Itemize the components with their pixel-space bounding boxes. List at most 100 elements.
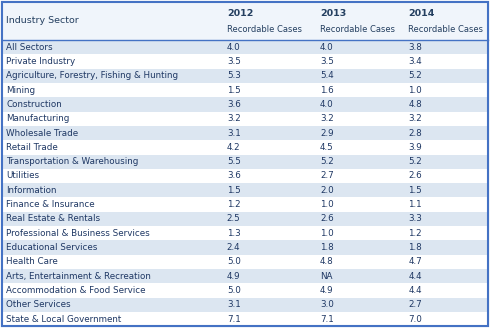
Text: Retail Trade: Retail Trade <box>6 143 58 152</box>
Bar <box>2 2 488 40</box>
Text: Agriculture, Forestry, Fishing & Hunting: Agriculture, Forestry, Fishing & Hunting <box>6 71 178 80</box>
Text: 2014: 2014 <box>408 10 435 18</box>
Text: Transportation & Warehousing: Transportation & Warehousing <box>6 157 139 166</box>
Text: Recordable Cases: Recordable Cases <box>227 25 302 34</box>
Bar <box>2 197 488 212</box>
Text: 2.7: 2.7 <box>408 300 422 309</box>
Text: 4.2: 4.2 <box>227 143 241 152</box>
Bar <box>2 298 488 312</box>
Text: 4.9: 4.9 <box>227 272 241 281</box>
Text: 2013: 2013 <box>320 10 346 18</box>
Text: 1.3: 1.3 <box>227 229 241 238</box>
Bar <box>2 54 488 69</box>
Bar <box>2 240 488 255</box>
Bar <box>2 312 488 326</box>
Text: 1.8: 1.8 <box>408 243 422 252</box>
Text: 2.6: 2.6 <box>320 215 334 223</box>
Bar <box>2 83 488 97</box>
Text: Professional & Business Services: Professional & Business Services <box>6 229 150 238</box>
Bar <box>2 283 488 298</box>
Text: 4.5: 4.5 <box>320 143 334 152</box>
Text: 4.9: 4.9 <box>320 286 334 295</box>
Text: Manufacturing: Manufacturing <box>6 114 70 123</box>
Text: 1.1: 1.1 <box>408 200 422 209</box>
Text: Real Estate & Rentals: Real Estate & Rentals <box>6 215 100 223</box>
Text: Wholesale Trade: Wholesale Trade <box>6 129 78 137</box>
Text: 1.5: 1.5 <box>408 186 422 195</box>
Text: 1.5: 1.5 <box>227 186 241 195</box>
Text: 7.1: 7.1 <box>227 315 241 324</box>
Text: Other Services: Other Services <box>6 300 71 309</box>
Text: 4.8: 4.8 <box>320 257 334 266</box>
Bar <box>2 69 488 83</box>
Text: 3.8: 3.8 <box>408 43 422 51</box>
Text: 1.6: 1.6 <box>320 86 334 94</box>
Text: Mining: Mining <box>6 86 35 94</box>
Bar <box>2 255 488 269</box>
Text: Accommodation & Food Service: Accommodation & Food Service <box>6 286 146 295</box>
Bar <box>2 269 488 283</box>
Text: 7.0: 7.0 <box>408 315 422 324</box>
Text: 2.5: 2.5 <box>227 215 241 223</box>
Text: Utilities: Utilities <box>6 172 40 180</box>
Text: 3.0: 3.0 <box>320 300 334 309</box>
Text: 4.0: 4.0 <box>320 100 334 109</box>
Text: 5.0: 5.0 <box>227 257 241 266</box>
Bar <box>2 126 488 140</box>
Text: 3.5: 3.5 <box>227 57 241 66</box>
Text: 3.1: 3.1 <box>227 129 241 137</box>
Text: Recordable Cases: Recordable Cases <box>320 25 395 34</box>
Text: 4.4: 4.4 <box>408 272 422 281</box>
Text: 3.3: 3.3 <box>408 215 422 223</box>
Text: 1.8: 1.8 <box>320 243 334 252</box>
Text: 3.6: 3.6 <box>227 100 241 109</box>
Text: 5.5: 5.5 <box>227 157 241 166</box>
Bar <box>2 169 488 183</box>
Text: 2012: 2012 <box>227 10 253 18</box>
Text: Construction: Construction <box>6 100 62 109</box>
Text: 5.0: 5.0 <box>227 286 241 295</box>
Text: 4.4: 4.4 <box>408 286 422 295</box>
Text: State & Local Government: State & Local Government <box>6 315 122 324</box>
Text: 3.1: 3.1 <box>227 300 241 309</box>
Text: 3.2: 3.2 <box>320 114 334 123</box>
Text: 4.8: 4.8 <box>408 100 422 109</box>
Text: 2.0: 2.0 <box>320 186 334 195</box>
Text: 3.9: 3.9 <box>408 143 422 152</box>
Bar <box>2 183 488 197</box>
Text: NA: NA <box>320 272 333 281</box>
Text: Recordable Cases: Recordable Cases <box>408 25 483 34</box>
Text: 1.0: 1.0 <box>320 200 334 209</box>
Text: 2.9: 2.9 <box>320 129 334 137</box>
Bar <box>2 97 488 112</box>
Text: 5.4: 5.4 <box>320 71 334 80</box>
Text: 3.4: 3.4 <box>408 57 422 66</box>
Text: 1.2: 1.2 <box>227 200 241 209</box>
Text: 2.8: 2.8 <box>408 129 422 137</box>
Text: 4.0: 4.0 <box>227 43 241 51</box>
Text: Health Care: Health Care <box>6 257 58 266</box>
Text: Arts, Entertainment & Recreation: Arts, Entertainment & Recreation <box>6 272 151 281</box>
Text: 7.1: 7.1 <box>320 315 334 324</box>
Text: Finance & Insurance: Finance & Insurance <box>6 200 95 209</box>
Text: 5.3: 5.3 <box>227 71 241 80</box>
Text: 2.6: 2.6 <box>408 172 422 180</box>
Text: 5.2: 5.2 <box>320 157 334 166</box>
Bar <box>2 212 488 226</box>
Bar <box>2 140 488 154</box>
Text: 3.5: 3.5 <box>320 57 334 66</box>
Text: 4.7: 4.7 <box>408 257 422 266</box>
Bar <box>2 112 488 126</box>
Text: 3.2: 3.2 <box>227 114 241 123</box>
Text: 1.5: 1.5 <box>227 86 241 94</box>
Text: Industry Sector: Industry Sector <box>6 16 79 25</box>
Bar <box>2 154 488 169</box>
Text: 1.0: 1.0 <box>320 229 334 238</box>
Text: 5.2: 5.2 <box>408 71 422 80</box>
Text: Private Industry: Private Industry <box>6 57 75 66</box>
Text: 1.2: 1.2 <box>408 229 422 238</box>
Text: 5.2: 5.2 <box>408 157 422 166</box>
Text: 1.0: 1.0 <box>408 86 422 94</box>
Text: 3.6: 3.6 <box>227 172 241 180</box>
Text: 3.2: 3.2 <box>408 114 422 123</box>
